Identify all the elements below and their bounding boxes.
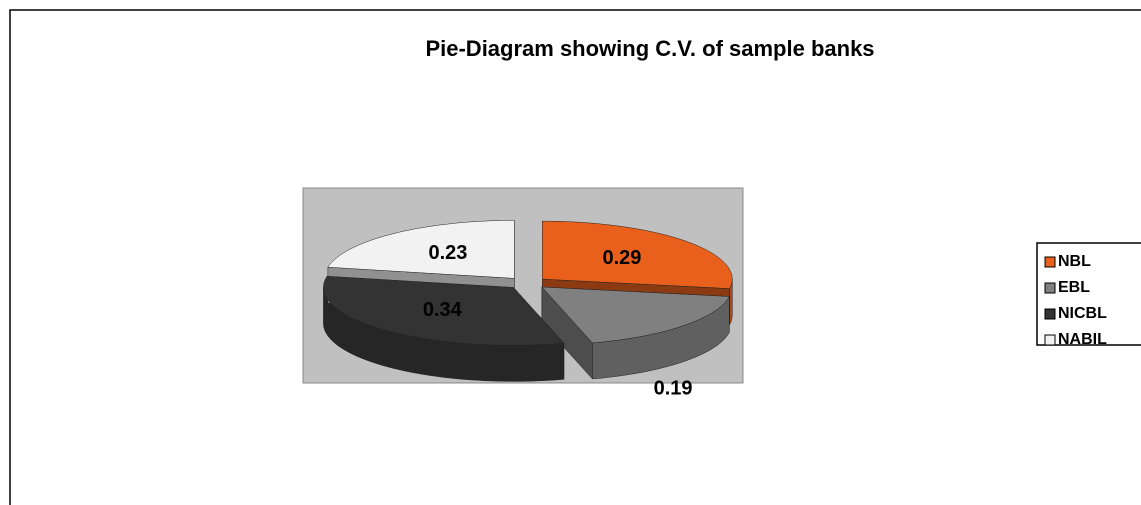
legend-label: NBL [1058, 253, 1091, 270]
slice [541, 286, 730, 344]
legend-swatch [1044, 334, 1056, 346]
legend-label: EBL [1058, 279, 1090, 296]
value-label: 0.19 [654, 377, 693, 399]
value-label: 0.34 [423, 299, 463, 321]
legend-swatch [1044, 282, 1056, 294]
value-label: 0.29 [603, 247, 642, 269]
slice [327, 220, 515, 279]
chart-border [9, 9, 1141, 505]
legend-entries: NBL EBL NICBL NABIL [1044, 253, 1107, 348]
legend-label: NICBL [1058, 305, 1107, 322]
pie: 0.29 0.19 0.34 0.23 [323, 220, 733, 399]
slice [323, 275, 565, 346]
legend-swatch [1044, 308, 1056, 320]
value-label: 0.23 [428, 242, 467, 264]
legend-swatch [1044, 256, 1056, 268]
chart-title: Pie-Diagram showing C.V. of sample banks [425, 36, 874, 61]
legend-label: NABIL [1058, 331, 1107, 348]
slice [542, 220, 733, 289]
